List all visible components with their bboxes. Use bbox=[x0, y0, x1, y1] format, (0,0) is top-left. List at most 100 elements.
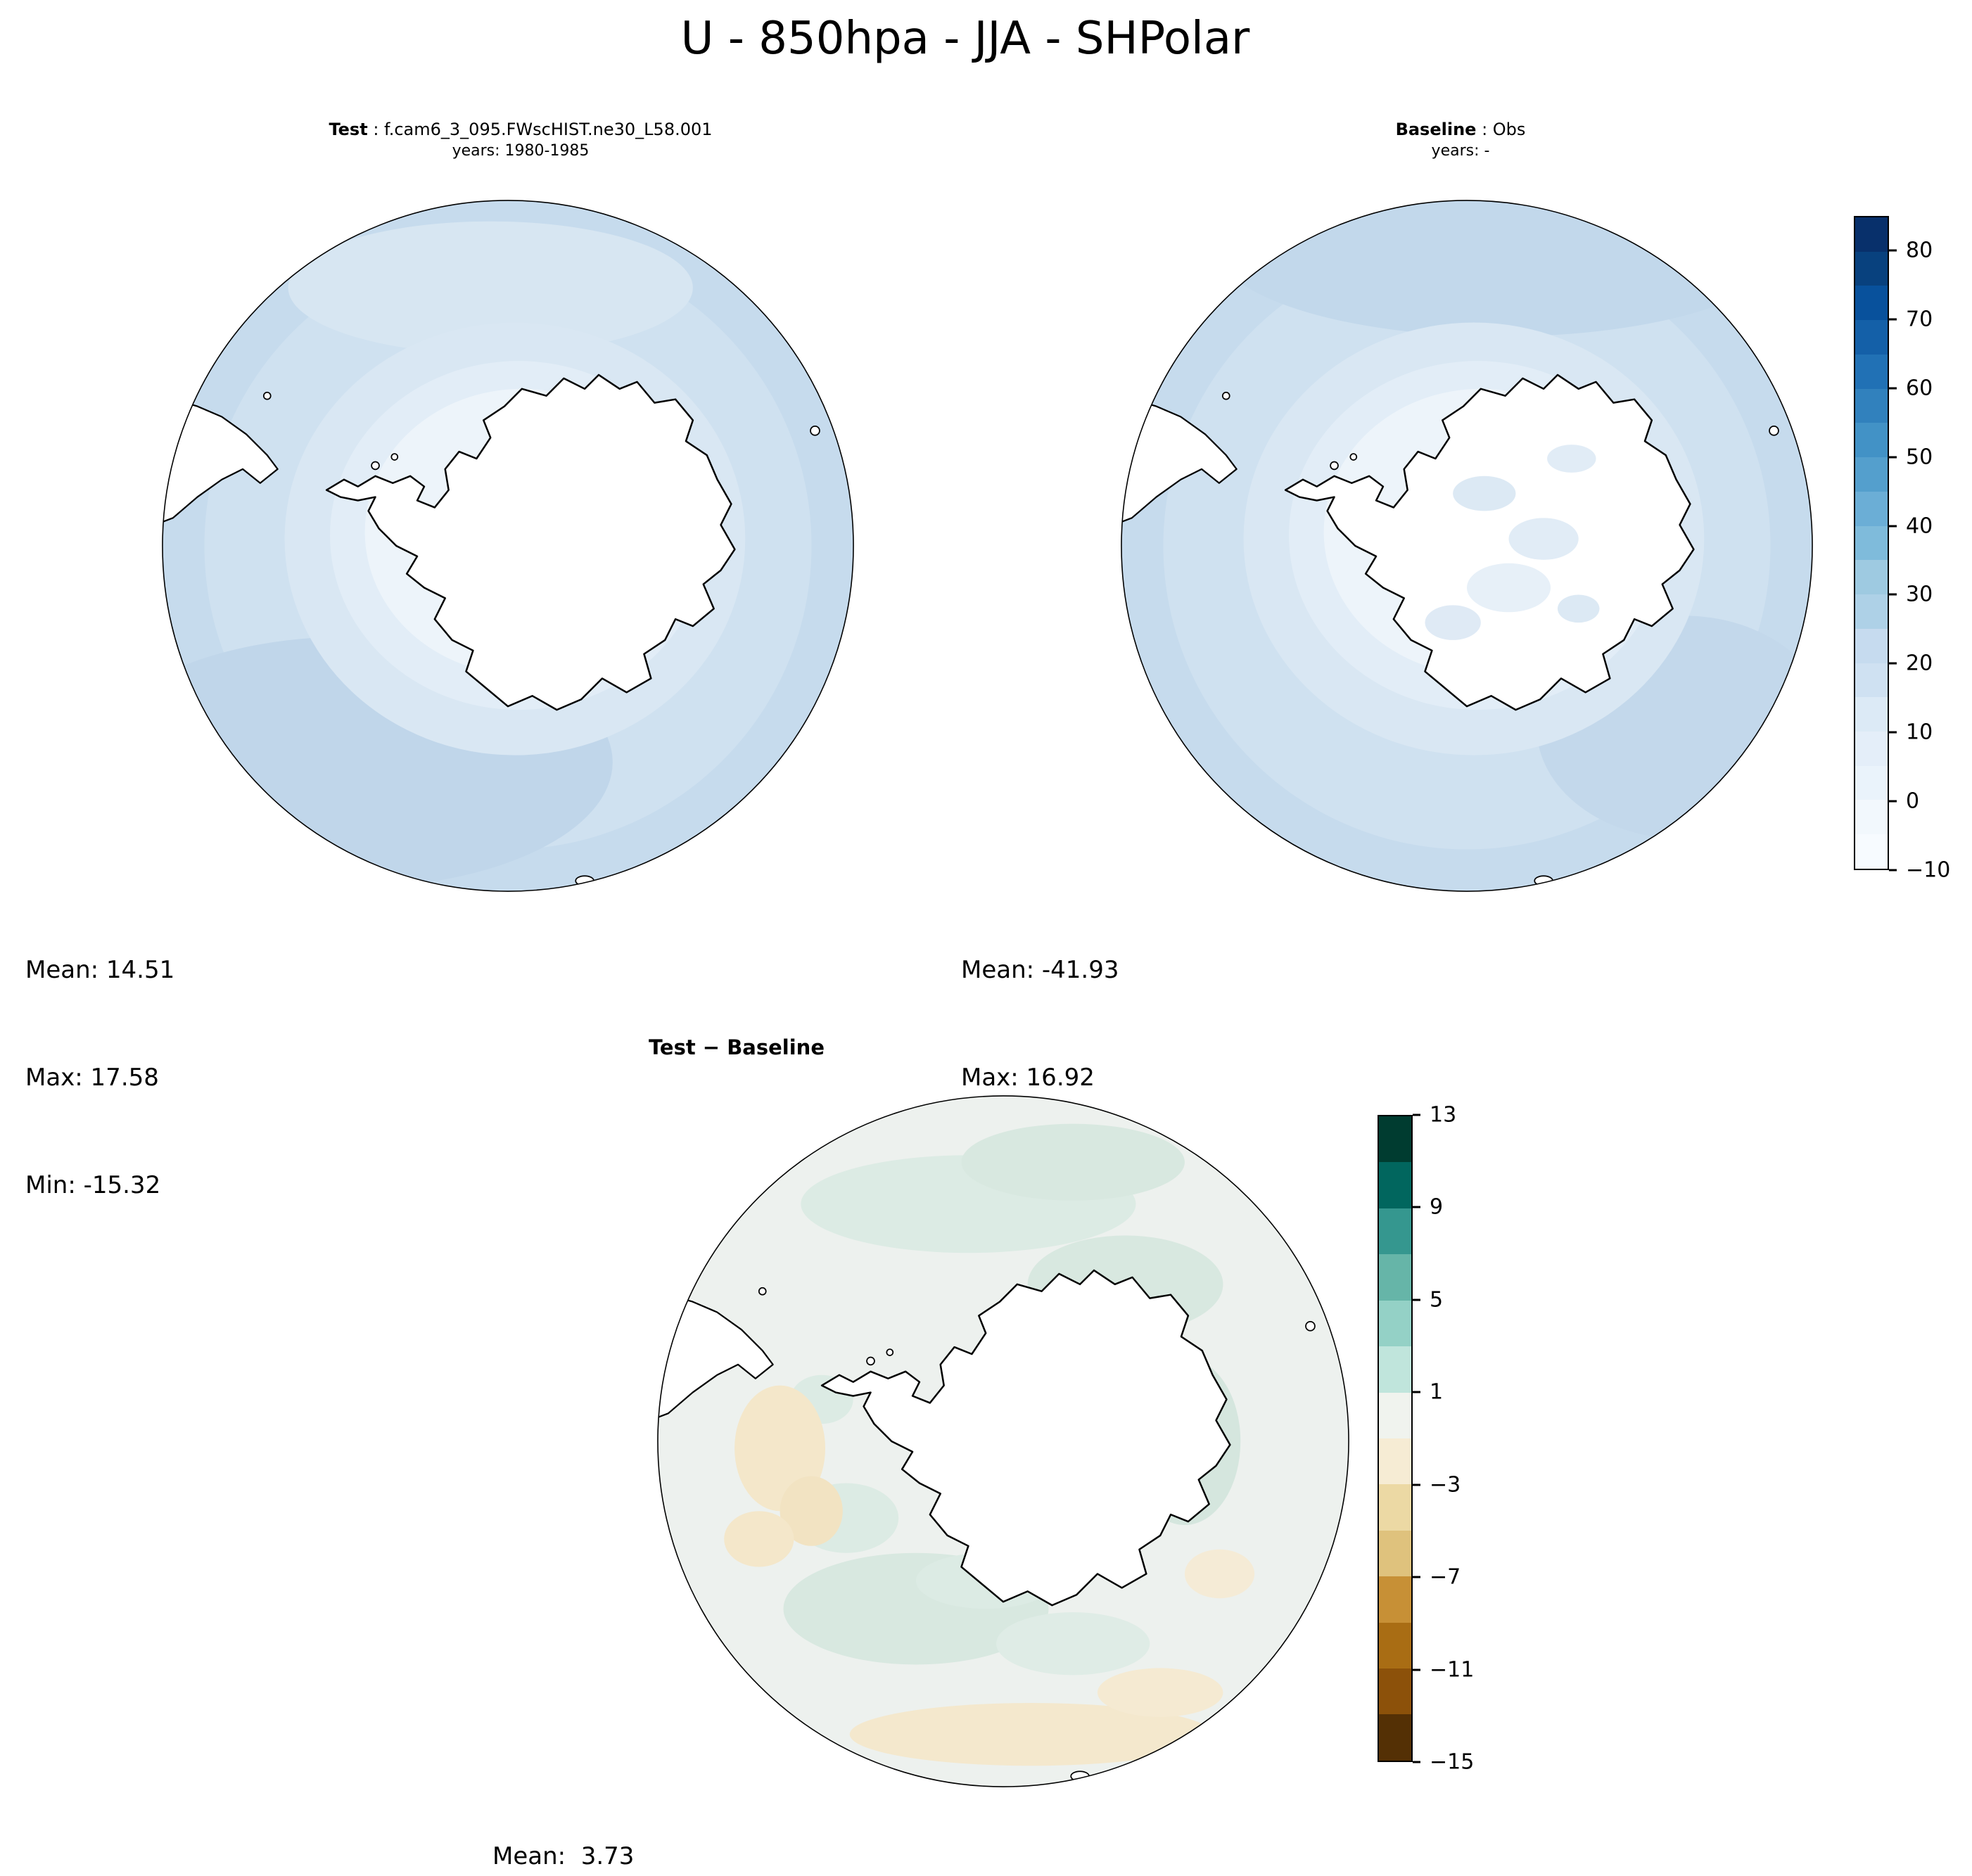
baseline-max: Max: 16.92 bbox=[961, 1064, 1095, 1092]
colorbar-tick: 80 bbox=[1889, 238, 1933, 262]
colorbar-segment bbox=[1855, 491, 1888, 526]
baseline-panel-header: Baseline : Obs years: - bbox=[1109, 118, 1812, 162]
colorbar-tick: −3 bbox=[1413, 1472, 1461, 1497]
tick-mark-icon bbox=[1889, 387, 1897, 390]
colorbar-segment bbox=[1855, 765, 1888, 800]
diff-map-contours bbox=[657, 1095, 1349, 1787]
colorbar-segment bbox=[1379, 1116, 1411, 1163]
tick-label: −3 bbox=[1430, 1472, 1461, 1498]
colorbar-segment bbox=[1855, 354, 1888, 389]
negative-anomaly bbox=[849, 1703, 1213, 1766]
interior-shading bbox=[1508, 518, 1579, 560]
test-panel-title: Test : f.cam6_3_095.FWscHIST.ne30_L58.00… bbox=[169, 118, 872, 141]
tick-mark-icon bbox=[1413, 1391, 1420, 1393]
diff-colorbar: 13 9 5 1 −3 −7 −11 −15 bbox=[1378, 1103, 1474, 1775]
interior-shading bbox=[1547, 445, 1596, 473]
tick-mark-icon bbox=[1889, 662, 1897, 665]
test-min: Min: -15.32 bbox=[25, 1171, 161, 1199]
colorbar-segment bbox=[1855, 697, 1888, 732]
map-boundary bbox=[162, 200, 854, 892]
tick-label: −10 bbox=[1906, 857, 1951, 883]
colorbar-segment bbox=[1855, 251, 1888, 286]
baseline-map-contours bbox=[1121, 200, 1813, 892]
tick-mark-icon bbox=[1889, 318, 1897, 321]
tick-mark-icon bbox=[1889, 593, 1897, 596]
map-boundary bbox=[657, 1095, 1349, 1787]
tick-label: −7 bbox=[1430, 1564, 1461, 1590]
tick-label: 13 bbox=[1430, 1102, 1457, 1128]
contour-band bbox=[1215, 200, 1788, 337]
colorbar-segment bbox=[1855, 423, 1888, 458]
interior-shading bbox=[1467, 563, 1551, 613]
test-max: Max: 17.58 bbox=[25, 1064, 159, 1092]
tick-label: 0 bbox=[1906, 789, 1920, 814]
tick-label: 30 bbox=[1906, 582, 1933, 607]
colorbar-segment bbox=[1379, 1714, 1411, 1761]
colorbar-tick: 30 bbox=[1889, 582, 1933, 607]
colorbar-tick: 1 bbox=[1413, 1380, 1443, 1405]
colorbar-segment bbox=[1379, 1300, 1411, 1347]
colorbar-segment bbox=[1379, 1668, 1411, 1715]
tick-mark-icon bbox=[1889, 731, 1897, 734]
tick-mark-icon bbox=[1413, 1576, 1420, 1578]
diff-map bbox=[657, 1095, 1349, 1787]
diff-panel-title: Test − Baseline bbox=[648, 1035, 825, 1059]
interior-shading bbox=[1453, 476, 1516, 511]
tick-mark-icon bbox=[1413, 1114, 1420, 1116]
colorbar-segment bbox=[1855, 320, 1888, 355]
baseline-panel-title: Baseline : Obs bbox=[1109, 118, 1812, 141]
colorbar-segment bbox=[1379, 1346, 1411, 1393]
colorbar-segment bbox=[1379, 1254, 1411, 1301]
colorbar-tick: −7 bbox=[1413, 1565, 1461, 1590]
baseline-source: : Obs bbox=[1476, 120, 1526, 139]
colorbar-tick: 20 bbox=[1889, 651, 1933, 676]
positive-anomaly bbox=[996, 1612, 1150, 1676]
baseline-mean: Mean: -41.93 bbox=[961, 956, 1119, 984]
colorbar-segment bbox=[1855, 732, 1888, 766]
negative-anomaly bbox=[780, 1476, 843, 1546]
colorbar-segment bbox=[1379, 1576, 1411, 1623]
tick-mark-icon bbox=[1889, 525, 1897, 528]
tick-mark-icon bbox=[1413, 1206, 1420, 1208]
colorbar-segment bbox=[1379, 1162, 1411, 1208]
negative-anomaly bbox=[724, 1511, 794, 1567]
tick-label: 50 bbox=[1906, 445, 1933, 470]
colorbar-segment bbox=[1855, 663, 1888, 698]
tick-label: 1 bbox=[1430, 1379, 1444, 1405]
contour-band bbox=[288, 221, 693, 355]
tick-label: 40 bbox=[1906, 513, 1933, 539]
diff-mean: Mean: 3.73 bbox=[492, 1842, 635, 1870]
colorbar-segment bbox=[1855, 286, 1888, 321]
colorbar-segment bbox=[1379, 1622, 1411, 1669]
positive-anomaly bbox=[961, 1123, 1185, 1201]
colorbar-segment bbox=[1379, 1484, 1411, 1531]
tick-mark-icon bbox=[1413, 1483, 1420, 1486]
tick-label: 5 bbox=[1430, 1287, 1444, 1313]
colorbar-segment bbox=[1855, 628, 1888, 663]
colorbar-segment bbox=[1379, 1392, 1411, 1438]
test-years: years: 1980-1985 bbox=[452, 142, 590, 160]
colorbar-segment bbox=[1855, 388, 1888, 423]
tick-label: −15 bbox=[1430, 1749, 1475, 1775]
colorbar-tick: 40 bbox=[1889, 513, 1933, 538]
test-label: Test bbox=[329, 120, 368, 139]
interior-shading bbox=[1425, 605, 1481, 640]
tick-mark-icon bbox=[1889, 456, 1897, 459]
colorbar-segment bbox=[1855, 834, 1888, 869]
baseline-label: Baseline bbox=[1395, 120, 1477, 139]
tick-mark-icon bbox=[1889, 869, 1897, 872]
tick-mark-icon bbox=[1413, 1668, 1420, 1671]
tick-label: 9 bbox=[1430, 1194, 1444, 1220]
colorbar-segment bbox=[1379, 1208, 1411, 1255]
colorbar-tick: −11 bbox=[1413, 1657, 1474, 1682]
colorbar-tick: −10 bbox=[1889, 858, 1950, 883]
colorbar-tick: 60 bbox=[1889, 376, 1933, 400]
colorbar-tick: 0 bbox=[1889, 789, 1919, 814]
test-map-contours bbox=[162, 200, 854, 892]
colorbar-tick: 5 bbox=[1413, 1287, 1443, 1312]
tick-label: 70 bbox=[1906, 307, 1933, 332]
tick-mark-icon bbox=[1889, 800, 1897, 803]
colorbar-segment bbox=[1855, 457, 1888, 492]
tick-label: −11 bbox=[1430, 1657, 1475, 1683]
